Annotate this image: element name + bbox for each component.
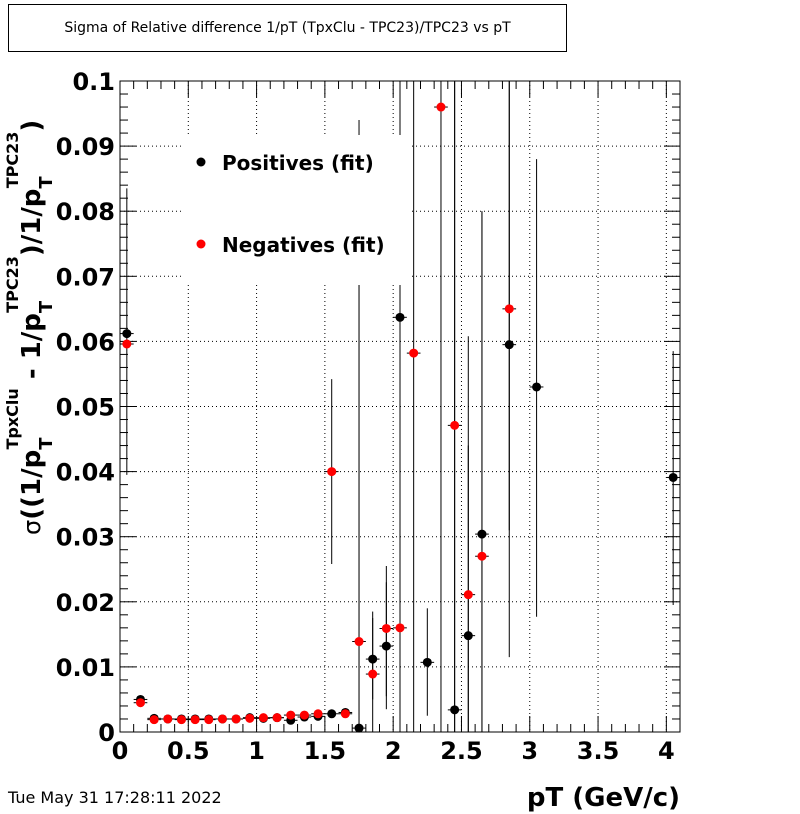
negatives-point [409, 348, 419, 358]
y-title-sup3: TPC23 [3, 132, 22, 189]
positives-point [381, 641, 391, 651]
negatives-point [135, 698, 145, 708]
legend-negatives-marker [196, 239, 206, 249]
x-tick-label: 2 [385, 737, 402, 765]
y-tick-label: 0.1 [72, 68, 115, 96]
negatives-point [354, 637, 364, 647]
y-title-sub3: T [36, 176, 57, 189]
negatives-point [504, 304, 514, 314]
negatives-point [163, 714, 173, 724]
y-tick-label: 0.04 [56, 459, 115, 487]
negatives-point [231, 714, 241, 724]
y-tick-label: 0 [98, 719, 115, 747]
y-tick-label: 0.06 [56, 328, 115, 356]
positives-point [463, 631, 473, 641]
y-title-sigma: σ [18, 520, 46, 535]
negatives-point [190, 715, 200, 725]
negatives-point [299, 710, 309, 720]
x-tick-label: 3.5 [577, 737, 620, 765]
y-title-open: ((1/ [17, 468, 47, 520]
negatives-point [245, 713, 255, 723]
legend-box [182, 135, 410, 285]
positives-point [504, 340, 514, 350]
positives-point [450, 705, 460, 715]
y-title-sub1: T [36, 437, 57, 450]
negatives-point [258, 713, 268, 723]
legend-positives-marker [196, 157, 206, 167]
negatives-point [381, 623, 391, 633]
y-tick-label: 0.02 [56, 589, 115, 617]
y-tick-label: 0.03 [56, 524, 115, 552]
y-tick-label: 0.01 [56, 654, 115, 682]
x-tick-label: 1 [248, 737, 265, 765]
x-tick-label: 3 [521, 737, 538, 765]
negatives-point [340, 709, 350, 719]
y-title-p2: p [17, 313, 47, 332]
positives-point [422, 657, 432, 667]
x-tick-label: 0.5 [167, 737, 210, 765]
x-tick-label: 1.5 [304, 737, 347, 765]
negatives-point [436, 102, 446, 112]
negatives-point [450, 420, 460, 430]
y-tick-label: 0.05 [56, 394, 115, 422]
negatives-point [272, 713, 282, 723]
x-axis-title: pT (GeV/c) [527, 783, 680, 813]
positives-point [395, 312, 405, 322]
y-title-sup2: TPC23 [3, 256, 22, 313]
tick-labels: 0 0.5 1 1.5 2 2.5 3 3.5 4 0 0.01 0.02 0.03 0.04 0.05 0.… [56, 68, 675, 765]
positives-point [122, 329, 132, 339]
y-title-close: )/1/ [17, 207, 47, 256]
positives-point [327, 709, 337, 719]
positives-point [532, 382, 542, 392]
negatives-point [286, 710, 296, 720]
negatives-point [477, 551, 487, 561]
y-title-minus: - 1/ [17, 331, 47, 388]
date-stamp: Tue May 31 17:28:11 2022 [8, 788, 222, 807]
y-tick-label: 0.08 [56, 198, 115, 226]
y-title-p1: p [17, 450, 47, 469]
negatives-point [313, 709, 323, 719]
negatives-point [463, 590, 473, 600]
x-tick-label: 0 [112, 737, 129, 765]
y-title-p3: p [17, 189, 47, 208]
y-tick-label: 0.09 [56, 133, 115, 161]
negatives-point [217, 714, 227, 724]
y-title-sup1: TpxClu [3, 388, 22, 449]
negatives-point [395, 623, 405, 633]
negatives-point [368, 669, 378, 679]
data-points [122, 102, 678, 733]
x-tick-label: 2.5 [440, 737, 483, 765]
y-title-end: ) [17, 120, 47, 132]
negatives-point [149, 715, 159, 725]
negatives-point [122, 339, 132, 349]
y-axis-title-text: σ((1/pTTpxClu - 1/pTTPC23)/1/pTTPC23) [3, 120, 57, 535]
x-tick-label: 4 [658, 737, 675, 765]
negatives-point [204, 715, 214, 725]
legend-positives-label: Positives (fit) [222, 151, 374, 175]
negatives-point [327, 467, 337, 477]
positives-point [477, 529, 487, 539]
y-title-sub2: T [36, 300, 57, 313]
positives-point [368, 654, 378, 664]
chart-title: Sigma of Relative difference 1/pT (TpxCl… [8, 4, 567, 52]
y-tick-label: 0.07 [56, 263, 115, 291]
legend-negatives-label: Negatives (fit) [222, 233, 385, 257]
positives-point [354, 723, 364, 733]
y-axis-title: σ((1/pTTpxClu - 1/pTTPC23)/1/pTTPC23) [3, 120, 57, 535]
positives-point [668, 472, 678, 482]
legend: Positives (fit) Negatives (fit) [182, 135, 410, 285]
negatives-point [176, 715, 186, 725]
